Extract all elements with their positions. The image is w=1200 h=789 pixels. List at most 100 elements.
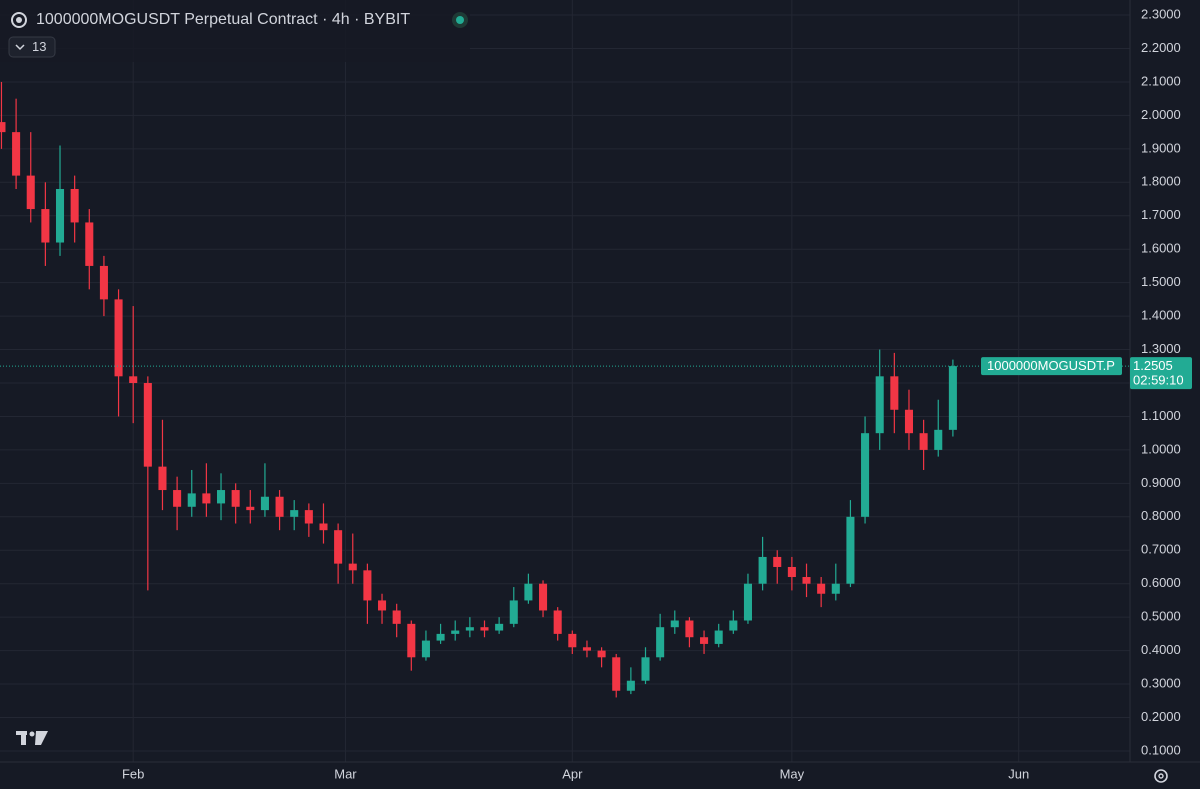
chart-title: 1000000MOGUSDT Perpetual Contract · 4h ·… <box>36 11 410 28</box>
candle-body <box>524 583 533 601</box>
candle-body <box>539 583 548 611</box>
status-dot <box>456 16 464 24</box>
candle-body <box>612 657 621 691</box>
candle-body <box>480 627 489 631</box>
y-tick-label: 0.7000 <box>1141 542 1181 557</box>
header-bg <box>0 0 470 62</box>
candle-body <box>334 530 343 564</box>
candle-body <box>758 556 767 584</box>
x-tick-label: Mar <box>334 766 357 781</box>
candle-body <box>348 563 357 571</box>
candle-body <box>831 583 840 594</box>
candles <box>0 81 957 698</box>
grid <box>0 0 1130 762</box>
candle-body <box>451 630 460 634</box>
candle-body <box>85 222 94 266</box>
symbol-icon <box>11 12 27 28</box>
candle-body <box>846 516 855 584</box>
candle-body <box>12 132 21 176</box>
candle-body <box>656 627 665 658</box>
candle-body <box>26 175 35 210</box>
candle-body <box>173 490 182 507</box>
price-label: 1.2505 <box>1133 358 1173 373</box>
y-tick-label: 1.9000 <box>1141 140 1181 155</box>
y-tick-label: 2.2000 <box>1141 40 1181 55</box>
candle-body <box>670 620 679 628</box>
candle-body <box>773 556 782 567</box>
x-tick-label: May <box>780 766 805 781</box>
candle-body <box>641 657 650 681</box>
y-tick-label: 0.3000 <box>1141 675 1181 690</box>
settings-icon[interactable] <box>1154 769 1168 783</box>
candle-body <box>582 647 591 651</box>
candle-body <box>129 376 138 384</box>
y-tick-label: 0.9000 <box>1141 475 1181 490</box>
candle-body <box>158 466 167 491</box>
indicator-count: 13 <box>32 39 46 54</box>
chevron <box>15 44 25 51</box>
y-tick-label: 0.5000 <box>1141 609 1181 624</box>
x-tick-label: Feb <box>122 766 144 781</box>
y-tick-label: 1.1000 <box>1141 408 1181 423</box>
candle-body <box>626 680 635 691</box>
candle-body <box>553 610 562 634</box>
candle-body <box>0 122 6 133</box>
candle-body <box>802 577 811 584</box>
candle-body <box>465 627 474 631</box>
candle-body <box>495 623 504 631</box>
x-tick-label: Jun <box>1008 766 1029 781</box>
candle-body <box>363 570 372 601</box>
symbol-label-bg <box>981 357 1122 376</box>
candle-body <box>509 600 518 624</box>
candle-body <box>934 429 943 450</box>
candle-body <box>787 566 796 578</box>
candle-body <box>685 620 694 638</box>
candle-body <box>743 583 752 621</box>
y-tick-label: 0.1000 <box>1141 742 1181 757</box>
y-tick-label: 1.3000 <box>1141 341 1181 356</box>
y-tick-label: 1.7000 <box>1141 207 1181 222</box>
candle-body <box>421 640 430 658</box>
countdown-label: 02:59:10 <box>1133 373 1184 388</box>
candle-body <box>41 209 50 243</box>
x-tick-label: Apr <box>562 766 583 781</box>
candle-body <box>568 633 577 648</box>
candle-body <box>817 583 826 594</box>
y-tick-label: 1.8000 <box>1141 174 1181 189</box>
candle-body <box>875 376 884 434</box>
candle-body <box>55 188 65 243</box>
y-tick-label: 1.4000 <box>1141 308 1181 323</box>
candle-body <box>436 633 445 641</box>
tv-logo <box>16 731 48 745</box>
candle-body <box>70 188 79 223</box>
y-tick-label: 0.6000 <box>1141 575 1181 590</box>
candle-body <box>948 366 957 430</box>
candle-body <box>202 493 211 504</box>
y-tick-label: 0.8000 <box>1141 508 1181 523</box>
candle-body <box>290 510 299 517</box>
candle-body <box>216 490 226 504</box>
y-tick-label: 2.0000 <box>1141 107 1181 122</box>
candle-body <box>700 637 709 644</box>
candle-body <box>392 610 401 624</box>
candle-body <box>861 433 870 517</box>
candle-body <box>378 600 387 611</box>
indicator-toggle[interactable] <box>8 36 56 58</box>
symbol-icon-dot <box>16 17 22 23</box>
y-tick-label: 0.2000 <box>1141 709 1181 724</box>
candle-body <box>919 433 928 450</box>
candle-body <box>304 510 313 524</box>
candle-body <box>231 490 240 507</box>
price-label-bg <box>1130 357 1192 390</box>
candle-body <box>99 265 108 300</box>
candle-body <box>407 623 416 658</box>
candle-body <box>143 383 152 467</box>
candle-body <box>275 496 284 517</box>
candle-body <box>890 376 899 410</box>
candle-body <box>114 299 123 377</box>
candle-body <box>246 506 255 511</box>
candle-body <box>187 493 196 507</box>
